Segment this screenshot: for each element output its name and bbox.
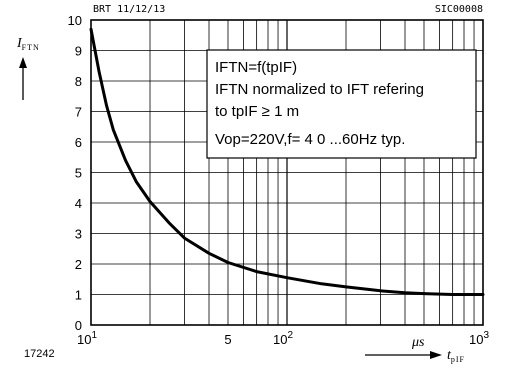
x-axis-unit: μs [411,335,425,350]
annotation-line-4: Vop=220V,f= 4 0 ...60Hz typ. [215,131,405,148]
y-tick-label: 7 [75,105,82,120]
y-axis-label: IFTN [16,36,40,52]
y-tick-label: 2 [75,257,82,272]
series-line [89,27,485,296]
y-tick-label: 6 [75,135,82,150]
x-tick-labels: 101 5 102 103 [77,330,489,347]
y-tick-label: 10 [68,13,82,28]
y-tick-label: 5 [75,166,82,181]
annotation-line-3: to tpIF ≥ 1 m [215,103,299,120]
plot-frame [90,19,484,326]
figure-number: 17242 [24,348,55,360]
y-tick-labels: 0 1 2 3 4 5 6 7 8 9 10 [68,13,82,333]
y-axis-arrow-head [19,57,27,68]
y-tick-label: 1 [75,288,82,303]
x-tick-label: 102 [273,330,293,347]
x-tick-label: 101 [77,330,97,347]
x-tick-label: 5 [224,332,231,347]
annotation-line-1: IFTN=f(tpIF) [215,59,297,76]
y-tick-label: 3 [75,227,82,242]
y-tick-label: 0 [75,318,82,333]
annotation-box [206,49,477,159]
y-tick-label: 8 [75,74,82,89]
header-left: BRT 11/12/13 [93,4,165,15]
x-axis-label: tpIF [447,348,465,364]
y-tick-label: 4 [75,196,82,211]
x-axis-arrow-head [430,351,442,359]
y-tick-label: 9 [75,44,82,59]
annotation-line-2: IFTN normalized to IFT refering [215,81,424,98]
header-right: SIC00008 [435,4,483,15]
x-tick-label: 103 [469,330,489,347]
